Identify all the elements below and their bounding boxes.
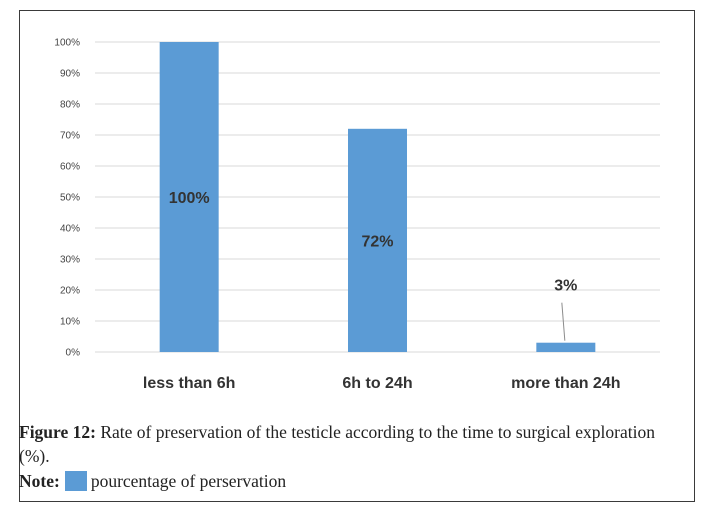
- category-label: 6h to 24h: [342, 375, 412, 392]
- y-tick-label: 70%: [60, 131, 80, 142]
- x-axis-categories: less than 6h 6h to 24h more than 24h: [143, 375, 621, 392]
- bar-chart: 0% 10% 20% 30% 40% 50% 60% 70% 80% 90% 100% 100% 72…: [54, 38, 660, 392]
- figure-label: Figure 12:: [19, 422, 96, 442]
- category-label: less than 6h: [143, 375, 235, 392]
- y-tick-label: 30%: [60, 255, 80, 266]
- legend-swatch: [64, 471, 87, 491]
- y-tick-label: 10%: [60, 317, 80, 328]
- y-tick-label: 80%: [60, 100, 80, 111]
- y-axis-ticks: 0% 10% 20% 30% 40% 50% 60% 70% 80% 90% 100%: [54, 38, 80, 359]
- y-tick-label: 40%: [60, 224, 80, 235]
- y-tick-label: 90%: [60, 69, 80, 80]
- data-label: 72%: [361, 233, 393, 250]
- y-tick-label: 50%: [60, 193, 80, 204]
- caption-line: Figure 12: Rate of preservation of the t…: [19, 420, 669, 468]
- y-tick-label: 0%: [66, 348, 81, 359]
- y-tick-label: 60%: [60, 162, 80, 173]
- y-tick-label: 20%: [60, 286, 80, 297]
- note-line: Note: pourcentage of perservation: [19, 469, 669, 493]
- bar: [159, 42, 219, 352]
- note-text: pourcentage of perservation: [90, 471, 287, 491]
- y-tick-label: 100%: [54, 38, 80, 49]
- bar: [348, 128, 407, 352]
- figure-caption: Figure 12: Rate of preservation of the t…: [19, 420, 669, 493]
- caption-text: Rate of preservation of the testicle acc…: [19, 422, 655, 466]
- data-label: 100%: [169, 190, 210, 207]
- data-label: 3%: [554, 278, 577, 295]
- data-labels: 100% 72% 3%: [169, 190, 577, 341]
- data-label-leader: [561, 302, 566, 341]
- bars: [159, 42, 596, 352]
- category-label: more than 24h: [511, 375, 620, 392]
- note-label: Note:: [19, 471, 60, 491]
- bar: [536, 342, 596, 352]
